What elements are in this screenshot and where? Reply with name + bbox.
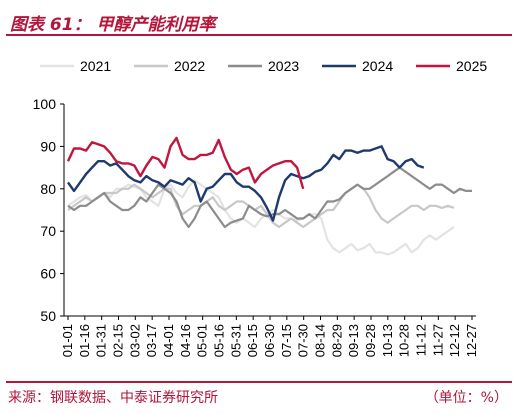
x-tick-label-7: 04-16 — [178, 324, 193, 357]
x-tick-label-20: 10-28 — [397, 324, 412, 357]
y-tick-label-2: 70 — [40, 223, 56, 239]
chart-title: 图表 61： 甲醇产能利用率 — [10, 15, 216, 35]
legend-label-2024: 2024 — [362, 58, 393, 74]
y-tick-label-5: 100 — [33, 96, 57, 112]
x-tick-label-18: 09-28 — [363, 324, 378, 357]
x-tick-label-3: 02-15 — [111, 324, 126, 357]
x-tick-label-11: 06-15 — [245, 324, 260, 357]
x-tick-label-12: 06-30 — [262, 324, 277, 357]
x-tick-label-2: 01-31 — [94, 324, 109, 357]
x-tick-label-1: 01-16 — [77, 324, 92, 357]
x-tick-label-4: 03-02 — [127, 324, 142, 357]
title-bar: 图表 61： 甲醇产能利用率 — [6, 4, 512, 36]
y-tick-label-4: 90 — [40, 138, 56, 154]
x-tick-label-15: 08-14 — [313, 324, 328, 357]
y-tick-label-0: 50 — [40, 308, 56, 324]
x-tick-label-16: 08-29 — [329, 324, 344, 357]
x-tick-label-24: 12-27 — [464, 324, 479, 357]
x-tick-label-19: 10-13 — [380, 324, 395, 357]
x-tick-label-5: 03-17 — [144, 324, 159, 357]
legend-label-2025: 2025 — [456, 58, 487, 74]
x-tick-label-23: 12-12 — [447, 324, 462, 357]
x-tick-label-8: 05-01 — [195, 324, 210, 357]
x-tick-label-9: 05-16 — [212, 324, 227, 357]
x-tick-label-21: 11-12 — [414, 324, 429, 356]
x-tick-label-6: 04-01 — [161, 324, 176, 357]
legend-label-2022: 2022 — [174, 58, 205, 74]
y-tick-label-1: 60 — [40, 266, 56, 282]
y-tick-label-3: 80 — [40, 181, 56, 197]
legend-label-2023: 2023 — [268, 58, 299, 74]
series-line-2025 — [66, 136, 305, 190]
x-tick-label-10: 05-31 — [228, 324, 243, 357]
line-chart: 50 60 70 80 90 100 01-01 01-16 01-31 02-15 03-02 03… — [33, 58, 488, 357]
x-tick-label-0: 01-01 — [60, 324, 75, 357]
legend-label-2021: 2021 — [80, 58, 111, 74]
x-tick-label-17: 09-13 — [346, 324, 361, 357]
x-tick-label-13: 07-15 — [279, 324, 294, 357]
x-tick-label-14: 07-30 — [296, 324, 311, 357]
series-line-2022 — [67, 183, 455, 229]
source-note: 来源：钢联数据、中泰证券研究所 — [8, 390, 218, 406]
footer-divider — [6, 381, 512, 383]
x-tick-label-22: 11-27 — [430, 324, 445, 356]
series-line-2024 — [67, 145, 425, 222]
unit-note: （单位：%） — [424, 390, 508, 406]
